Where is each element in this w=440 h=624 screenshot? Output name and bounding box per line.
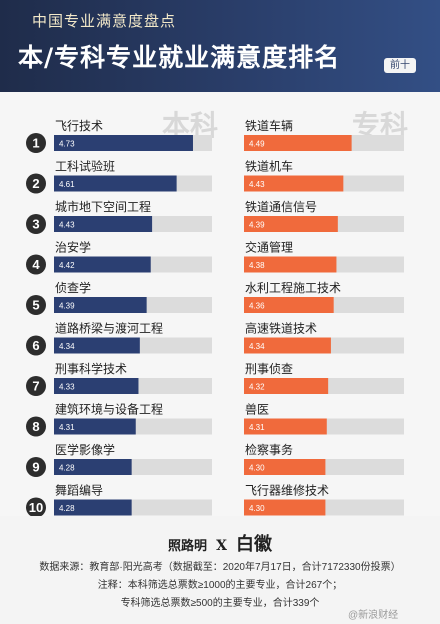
benke-category-label: 道路桥梁与渡河工程 bbox=[55, 321, 163, 336]
benke-category-label: 侦查学 bbox=[55, 280, 91, 295]
rank-circle bbox=[26, 376, 46, 396]
zhuanke-category-label: 铁道通信信号 bbox=[245, 200, 317, 214]
benke-category-label: 飞行技术 bbox=[55, 119, 103, 133]
brand-cross: X bbox=[216, 538, 227, 554]
zhuanke-category-label: 交通管理 bbox=[245, 240, 293, 255]
zhuanke-bar bbox=[244, 337, 331, 354]
top-ten-badge: 前十 bbox=[384, 58, 416, 73]
benke-bar bbox=[54, 135, 193, 151]
rank-circle bbox=[26, 416, 46, 437]
benke-category-label: 医学影像学 bbox=[55, 442, 115, 457]
benke-bar bbox=[54, 216, 153, 232]
benke-category-label: 刑事科学技术 bbox=[55, 361, 127, 376]
rank-circle bbox=[26, 254, 46, 275]
benke-bar bbox=[54, 256, 151, 273]
rank-number: 9 bbox=[32, 460, 39, 475]
zhuanke-bar bbox=[244, 499, 326, 516]
brand-zhaoluming: 照路明 bbox=[167, 539, 207, 554]
rank-number: 2 bbox=[32, 176, 39, 191]
zhuanke-value-label: 4.39 bbox=[249, 221, 265, 230]
rank-circle bbox=[26, 497, 46, 516]
rank-number: 5 bbox=[32, 298, 39, 313]
zhuanke-category-label: 检察事务 bbox=[245, 442, 293, 457]
zhuanke-category-label: 高速铁道技术 bbox=[245, 321, 317, 336]
brand-row: 照路明 X 白徽 bbox=[0, 530, 440, 556]
benke-category-label: 工科试验班 bbox=[55, 159, 115, 174]
benke-category-label: 治安学 bbox=[55, 240, 91, 255]
zhuanke-value-label: 4.32 bbox=[249, 383, 265, 392]
zhuanke-bar bbox=[244, 135, 352, 151]
header-banner: 中国专业满意度盘点 本/专科专业就业满意度排名 前十 bbox=[0, 0, 440, 92]
benke-bar bbox=[54, 378, 139, 394]
zhuanke-category-label: 飞行器维修技术 bbox=[245, 483, 329, 498]
benke-value-label: 4.34 bbox=[59, 342, 75, 351]
benke-category-label: 舞蹈编导 bbox=[55, 483, 103, 498]
zhuanke-value-label: 4.30 bbox=[249, 504, 265, 513]
zhuanke-bar bbox=[244, 418, 327, 435]
benke-value-label: 4.42 bbox=[59, 261, 75, 270]
benke-value-label: 4.28 bbox=[59, 464, 75, 473]
zhuanke-bar bbox=[244, 459, 326, 475]
rank-number: 6 bbox=[32, 338, 39, 353]
zhuanke-value-label: 4.43 bbox=[249, 180, 265, 189]
zhuanke-value-label: 4.36 bbox=[249, 302, 265, 311]
benke-bar bbox=[54, 418, 136, 435]
weibo-watermark: @新浪财经 bbox=[348, 610, 399, 621]
rank-circle bbox=[26, 335, 46, 356]
rank-number: 8 bbox=[32, 419, 39, 434]
chart-area: 本科 专科 1 2 3 4 5 6 7 8 9 10 飞行技术 4.73 工科试验班 4.61 城市地下空间… bbox=[0, 92, 440, 516]
note-benke: 注释：本科筛选总票数≥1000的主要专业，合计267个； bbox=[97, 580, 343, 591]
footer: 照路明 X 白徽 数据来源：教育部·阳光高考（数据截至：2020年7月17日，合… bbox=[0, 516, 440, 624]
rank-circle bbox=[26, 295, 46, 315]
benke-category-label: 建筑环境与设备工程 bbox=[55, 402, 163, 417]
benke-category-label: 城市地下空间工程 bbox=[55, 199, 151, 214]
benke-bar bbox=[54, 459, 132, 475]
zhuanke-bar bbox=[244, 175, 344, 192]
rank-number: 10 bbox=[29, 500, 43, 515]
note-zhuanke: 专科筛选总票数≥500的主要专业，合计339个 bbox=[120, 598, 320, 609]
ranking-bar-chart: 1 2 3 4 5 6 7 8 9 10 飞行技术 4.73 工科试验班 4.61 城市地下空间工程 4.43… bbox=[26, 118, 404, 516]
benke-bar bbox=[54, 499, 132, 516]
benke-value-label: 4.28 bbox=[59, 504, 75, 513]
benke-value-label: 4.39 bbox=[59, 302, 75, 311]
zhuanke-bar bbox=[244, 216, 338, 232]
zhuanke-category-label: 刑事侦查 bbox=[245, 362, 293, 376]
zhuanke-value-label: 4.34 bbox=[249, 342, 265, 351]
data-source-text: 数据来源：教育部·阳光高考（数据截至：2020年7月17日，合计7172330份… bbox=[39, 562, 401, 573]
rank-circle bbox=[26, 173, 46, 194]
zhuanke-bar bbox=[244, 378, 329, 394]
rank-number: 7 bbox=[32, 379, 39, 394]
benke-value-label: 4.61 bbox=[59, 180, 75, 189]
rank-circle bbox=[26, 133, 46, 153]
brand-baihui-logo: 白徽 bbox=[236, 534, 273, 555]
benke-value-label: 4.33 bbox=[59, 383, 75, 392]
zhuanke-category-label: 兽医 bbox=[245, 403, 269, 417]
benke-value-label: 4.31 bbox=[59, 423, 75, 432]
benke-bar bbox=[54, 337, 140, 354]
benke-bar bbox=[54, 175, 177, 192]
zhuanke-value-label: 4.49 bbox=[249, 140, 265, 149]
rank-number: 1 bbox=[32, 136, 39, 151]
rank-circle bbox=[26, 457, 46, 477]
zhuanke-value-label: 4.31 bbox=[249, 423, 265, 432]
rank-number: 4 bbox=[32, 257, 40, 272]
rank-circle bbox=[26, 214, 46, 234]
zhuanke-category-label: 铁道机车 bbox=[245, 159, 293, 174]
zhuanke-bar bbox=[244, 256, 337, 273]
zhuanke-value-label: 4.30 bbox=[249, 464, 265, 473]
rank-number: 3 bbox=[32, 217, 39, 232]
page-subtitle: 中国专业满意度盘点 bbox=[32, 12, 177, 30]
zhuanke-bar bbox=[244, 297, 334, 313]
zhuanke-value-label: 4.38 bbox=[249, 261, 265, 270]
benke-value-label: 4.73 bbox=[59, 140, 75, 149]
benke-value-label: 4.43 bbox=[59, 221, 75, 230]
page-title: 本/专科专业就业满意度排名 bbox=[18, 43, 341, 72]
zhuanke-category-label: 铁道车辆 bbox=[245, 118, 293, 133]
zhuanke-category-label: 水利工程施工技术 bbox=[245, 280, 341, 295]
benke-bar bbox=[54, 297, 147, 313]
